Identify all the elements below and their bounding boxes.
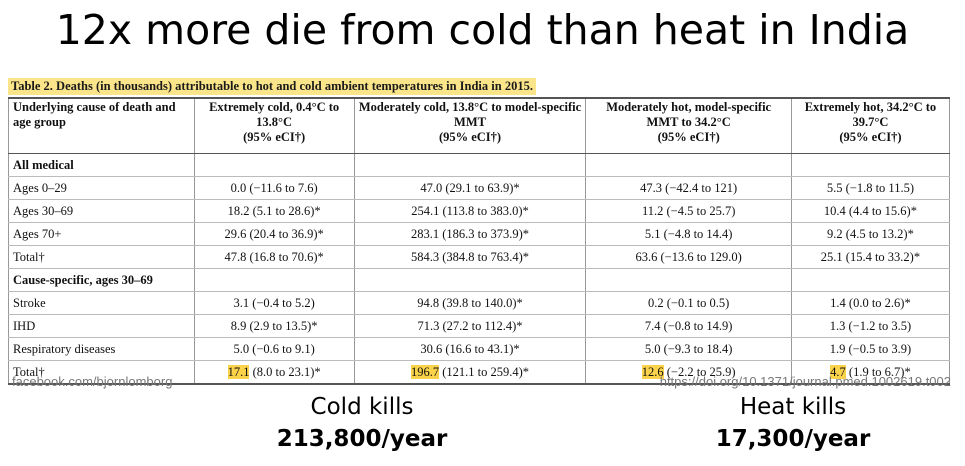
header-label: Extremely hot, 34.2°C to 39.7°C bbox=[804, 100, 937, 129]
cell: 47.3 (−42.4 to 121) bbox=[585, 176, 792, 200]
row-label: Stroke bbox=[8, 291, 195, 315]
header-cell: Extremely hot, 34.2°C to 39.7°C (95% eCI†… bbox=[790, 97, 951, 154]
cell-rest: (121.1 to 259.4)* bbox=[442, 364, 530, 379]
table-row: Total† 47.8 (16.8 to 70.6)* 584.3 (384.8 t… bbox=[8, 245, 951, 269]
title: 12x more die from cold than heat in Indi… bbox=[55, 6, 910, 54]
cell: 5.1 (−4.8 to 14.4) bbox=[585, 222, 792, 246]
cell-rest: (8.0 to 23.1)* bbox=[252, 364, 321, 379]
cell: 283.1 (186.3 to 373.9)* bbox=[353, 222, 587, 246]
header-label: Moderately hot, model-specific MMT to 34… bbox=[606, 100, 772, 129]
cell: 9.2 (4.5 to 13.2)* bbox=[790, 222, 951, 246]
row-label: Ages 0–29 bbox=[8, 176, 195, 200]
section-title: Cause-specific, ages 30–69 bbox=[8, 268, 195, 292]
row-label: Total† bbox=[8, 360, 195, 385]
cell: 71.3 (27.2 to 112.4)* bbox=[353, 314, 587, 338]
empty-cell bbox=[790, 268, 951, 292]
row-label: Total† bbox=[8, 245, 195, 269]
cell: 47.8 (16.8 to 70.6)* bbox=[193, 245, 355, 269]
header-cell: Underlying cause of death and age group bbox=[8, 97, 195, 154]
label: Cold kills bbox=[310, 394, 414, 420]
cell: 29.6 (20.4 to 36.9)* bbox=[193, 222, 355, 246]
value: 17,300/year bbox=[715, 426, 871, 452]
header-ci: (95% eCI†) bbox=[243, 130, 306, 144]
header-cell: Moderately hot, model-specific MMT to 34… bbox=[585, 97, 792, 154]
cell: 18.2 (5.1 to 28.6)* bbox=[193, 199, 355, 223]
table-row: Stroke 3.1 (−0.4 to 5.2) 94.8 (39.8 to 140… bbox=[8, 291, 951, 315]
cell: 11.2 (−4.5 to 25.7) bbox=[585, 199, 792, 223]
table: Underlying cause of death and age group … bbox=[8, 97, 951, 385]
header-cell: Moderately cold, 13.8°C to model-specifi… bbox=[353, 97, 587, 154]
cell: 17.1 (8.0 to 23.1)* bbox=[193, 360, 355, 385]
header-cell: Extremely cold, 0.4°C to 13.8°C (95% eCI†… bbox=[193, 97, 355, 154]
table-row: Respiratory diseases 5.0 (−0.6 to 9.1) 30.… bbox=[8, 337, 951, 361]
cell: 1.9 (−0.5 to 3.9) bbox=[790, 337, 951, 361]
highlight-value: 12.6 bbox=[641, 364, 664, 379]
cell: 584.3 (384.8 to 763.4)* bbox=[353, 245, 587, 269]
label: Heat kills bbox=[739, 394, 847, 420]
cell: 94.8 (39.8 to 140.0)* bbox=[353, 291, 587, 315]
cell-rest: (1.9 to 6.7)* bbox=[848, 364, 911, 379]
cell: 5.5 (−1.8 to 11.5) bbox=[790, 176, 951, 200]
table-body: All medical Ages 0–29 0.0 (−11.6 to 7.6) 47… bbox=[8, 153, 951, 385]
cell: 254.1 (113.8 to 383.0)* bbox=[353, 199, 587, 223]
cell: 1.3 (−1.2 to 3.5) bbox=[790, 314, 951, 338]
empty-cell bbox=[790, 153, 951, 177]
cell: 5.0 (−0.6 to 9.1) bbox=[193, 337, 355, 361]
heat-summary: Heat kills 17,300/year bbox=[643, 394, 943, 452]
section-row: Cause-specific, ages 30–69 bbox=[8, 268, 951, 292]
cold-summary: Cold kills 213,800/year bbox=[212, 394, 512, 452]
cell: 4.7 (1.9 to 6.7)* bbox=[790, 360, 951, 385]
source: facebook.com/bjornlomborg bbox=[12, 374, 173, 389]
cell: 5.0 (−9.3 to 18.4) bbox=[585, 337, 792, 361]
table-caption: Table 2. Deaths (in thousands) attributa… bbox=[8, 78, 536, 95]
empty-cell bbox=[193, 153, 355, 177]
cell: 63.6 (−13.6 to 129.0) bbox=[585, 245, 792, 269]
header-ci: (95% eCI†) bbox=[839, 130, 902, 144]
row-label: Respiratory diseases bbox=[8, 337, 195, 361]
cell: 0.2 (−0.1 to 0.5) bbox=[585, 291, 792, 315]
source: https://doi.org/10.1371/journal.pmed.100… bbox=[659, 374, 951, 389]
highlight-value: 17.1 bbox=[227, 364, 250, 379]
cell: 3.1 (−0.4 to 5.2) bbox=[193, 291, 355, 315]
cell: 25.1 (15.4 to 33.2)* bbox=[790, 245, 951, 269]
cell: 0.0 (−11.6 to 7.6) bbox=[193, 176, 355, 200]
header-ci: (95% eCI†) bbox=[657, 130, 720, 144]
highlight-value: 196.7 bbox=[410, 364, 440, 379]
cell: 47.0 (29.1 to 63.9)* bbox=[353, 176, 587, 200]
row-label: IHD bbox=[8, 314, 195, 338]
header-row: Underlying cause of death and age group … bbox=[8, 97, 951, 154]
cell: 7.4 (−0.8 to 14.9) bbox=[585, 314, 792, 338]
header-label: Moderately cold, 13.8°C to model-specifi… bbox=[358, 100, 582, 129]
empty-cell bbox=[353, 153, 587, 177]
section-title: All medical bbox=[8, 153, 195, 177]
table-row: Ages 0–29 0.0 (−11.6 to 7.6) 47.0 (29.1 to… bbox=[8, 176, 951, 200]
table-row: Ages 30–69 18.2 (5.1 to 28.6)* 254.1 (113.… bbox=[8, 199, 951, 223]
row-label: Ages 70+ bbox=[8, 222, 195, 246]
cell: 1.4 (0.0 to 2.6)* bbox=[790, 291, 951, 315]
header-label: Extremely cold, 0.4°C to 13.8°C bbox=[209, 100, 340, 129]
empty-cell bbox=[585, 153, 792, 177]
table-row: Ages 70+ 29.6 (20.4 to 36.9)* 283.1 (186.3… bbox=[8, 222, 951, 246]
value: 213,800/year bbox=[276, 426, 448, 452]
cell: 196.7 (121.1 to 259.4)* bbox=[353, 360, 587, 385]
table-row: Total† 17.1 (8.0 to 23.1)* 196.7 (121.1 to… bbox=[8, 360, 951, 385]
highlight-value: 4.7 bbox=[830, 364, 846, 379]
section-row: All medical bbox=[8, 153, 951, 177]
row-label: Ages 30–69 bbox=[8, 199, 195, 223]
empty-cell bbox=[353, 268, 587, 292]
cell: 30.6 (16.6 to 43.1)* bbox=[353, 337, 587, 361]
table-row: IHD 8.9 (2.9 to 13.5)* 71.3 (27.2 to 112.4… bbox=[8, 314, 951, 338]
cell: 12.6 (−2.2 to 25.9) bbox=[585, 360, 792, 385]
cell: 8.9 (2.9 to 13.5)* bbox=[193, 314, 355, 338]
cell-rest: (−2.2 to 25.9) bbox=[666, 364, 736, 379]
cell: 10.4 (4.4 to 15.6)* bbox=[790, 199, 951, 223]
empty-cell bbox=[193, 268, 355, 292]
empty-cell bbox=[585, 268, 792, 292]
header-ci: (95% eCI†) bbox=[438, 130, 502, 144]
